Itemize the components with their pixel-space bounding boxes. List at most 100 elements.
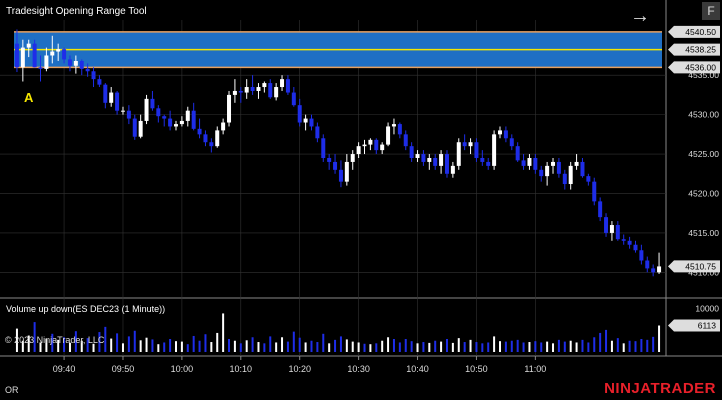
- candle-body: [450, 165, 455, 174]
- volume-bar: [251, 337, 254, 352]
- candle-body: [268, 83, 273, 98]
- candle-body: [403, 134, 408, 147]
- candle-body: [551, 161, 556, 166]
- volume-bar: [434, 340, 437, 352]
- volume-bar: [204, 334, 207, 352]
- candle-body: [197, 128, 202, 135]
- volume-bar: [169, 339, 172, 352]
- f-button[interactable]: F: [702, 2, 720, 20]
- arrow-right-icon[interactable]: →: [630, 5, 650, 27]
- volume-tick-label: 10000: [695, 304, 719, 314]
- candle-body: [115, 92, 120, 111]
- volume-bar: [658, 325, 661, 352]
- candle-body: [604, 217, 609, 233]
- volume-bar: [263, 343, 266, 352]
- candle-body: [609, 225, 614, 233]
- volume-bar: [39, 342, 42, 352]
- candle-body: [657, 266, 662, 273]
- price-tag-range-high-bg: [668, 25, 720, 38]
- candle-body: [168, 118, 173, 127]
- volume-bar: [445, 339, 448, 352]
- candle-body: [409, 146, 414, 158]
- volume-bar: [80, 340, 83, 352]
- candle-body: [468, 142, 473, 147]
- candle-body: [162, 116, 167, 119]
- volume-bar: [198, 340, 201, 352]
- candle-body: [374, 139, 379, 151]
- candle-body: [138, 120, 143, 137]
- volume-bar: [534, 341, 537, 352]
- candle-body: [362, 144, 367, 147]
- x-tick-label: 09:40: [53, 364, 76, 374]
- volume-bar: [416, 343, 419, 352]
- candle-body: [456, 142, 461, 166]
- copyright-text: © 2023 NinjaTrader, LLC: [5, 335, 105, 345]
- volume-bar: [392, 339, 395, 352]
- volume-bar: [428, 342, 431, 352]
- volume-bar: [493, 336, 496, 352]
- candle-body: [203, 134, 208, 143]
- candle-body: [321, 138, 326, 158]
- volume-bar: [404, 339, 407, 352]
- candle-body: [486, 161, 491, 166]
- y-tick-label: 4535.00: [688, 70, 719, 80]
- candle-body: [209, 142, 214, 147]
- volume-bar: [151, 339, 154, 352]
- volume-bar: [298, 337, 301, 352]
- candle-body: [232, 90, 237, 95]
- volume-bar: [557, 339, 560, 352]
- volume-bar: [33, 322, 36, 352]
- price-tag-last: 4510.75: [685, 261, 716, 271]
- volume-bar: [304, 342, 307, 352]
- volume-bar: [27, 335, 30, 352]
- candle-body: [592, 181, 597, 202]
- volume-bar: [322, 333, 325, 352]
- candle-body: [521, 160, 526, 166]
- candle-body: [215, 130, 220, 147]
- volume-bar: [646, 339, 649, 352]
- volume-bar: [139, 340, 142, 352]
- candle-body: [150, 98, 155, 109]
- candle-body: [244, 87, 249, 93]
- candle-body: [327, 158, 332, 162]
- candle-body: [562, 173, 567, 185]
- candle-body: [191, 110, 196, 129]
- candle-body: [527, 158, 532, 166]
- candle-body: [415, 154, 420, 158]
- candle-body: [256, 87, 261, 91]
- x-tick-label: 10:20: [288, 364, 311, 374]
- volume-bar: [286, 341, 289, 352]
- x-tick-label: 11:00: [524, 364, 546, 374]
- candle-body: [103, 84, 108, 103]
- candle-body: [509, 138, 514, 147]
- candle-body: [439, 154, 444, 166]
- volume-bar: [387, 337, 390, 352]
- candle-body: [397, 124, 402, 135]
- candle-body: [333, 161, 338, 170]
- candle-body: [427, 158, 432, 162]
- candle-body: [156, 108, 161, 117]
- price-tag-last-bg: [668, 260, 720, 273]
- volume-bar: [104, 326, 107, 352]
- candle-body: [580, 161, 585, 177]
- candle-body: [221, 122, 226, 131]
- volume-bar: [339, 336, 342, 352]
- volume-bar: [398, 342, 401, 352]
- volume-bar: [228, 339, 231, 352]
- candle-body: [492, 134, 497, 166]
- volume-bar: [163, 342, 166, 352]
- volume-bar: [269, 336, 272, 352]
- candle-body: [179, 120, 184, 125]
- candle-body: [645, 260, 650, 269]
- candle-body: [386, 126, 391, 145]
- volume-bar: [245, 340, 248, 352]
- candle-body: [285, 79, 290, 93]
- y-tick-label: 4530.00: [688, 110, 719, 120]
- volume-bar: [116, 333, 119, 352]
- candle-body: [144, 98, 149, 121]
- volume-bar: [363, 343, 366, 352]
- y-tick-label: 4525.00: [688, 149, 719, 159]
- candle-body: [568, 165, 573, 185]
- candle-body: [533, 158, 538, 170]
- candle-body: [120, 110, 125, 112]
